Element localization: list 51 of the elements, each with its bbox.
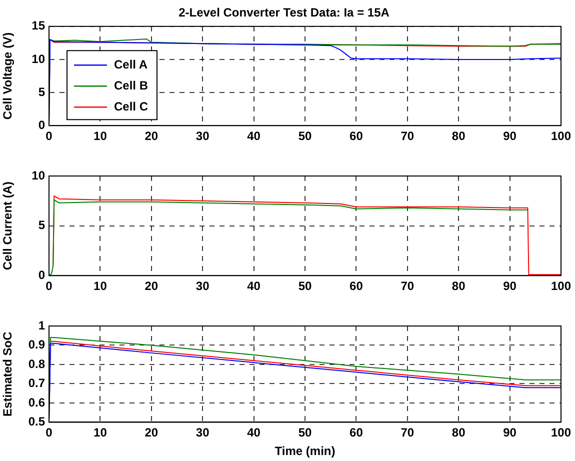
x-tick-label: 50 [298,129,312,144]
y-tick-label: 15 [32,18,46,33]
x-tick-label: 30 [196,426,210,440]
x-tick-label: 30 [196,129,210,144]
legend-label: Cell A [114,57,148,72]
y-tick-label: 10 [32,168,46,182]
x-tick-label: 100 [550,426,572,440]
x-tick-label: 50 [298,426,312,440]
x-tick-label: 70 [400,426,414,440]
x-tick-label: 40 [247,426,261,440]
legend-label: Cell B [114,78,148,92]
y-tick-label: 0 [38,268,46,282]
x-tick-label: 90 [503,129,517,144]
y-axis-title: Estimated SoC [0,331,15,416]
x-tick-label: 80 [452,279,466,294]
x-tick-label: 100 [550,279,572,294]
x-tick-label: 10 [94,279,108,294]
x-tick-label: 20 [144,279,158,294]
y-axis-title: Cell Voltage (V) [0,32,15,120]
y-tick-label: 0 [38,118,46,132]
x-tick-label: 40 [247,279,261,294]
x-tick-label: 60 [350,426,364,440]
y-tick-label: 5 [38,84,46,99]
y-axis-title: Cell Current (A) [0,181,15,270]
y-tick-label: 1 [38,318,46,332]
x-tick-label: 60 [350,129,364,144]
y-tick-label: 0.9 [28,338,46,352]
x-tick-label: 10 [94,129,108,144]
x-tick-label: 90 [503,426,517,440]
x-tick-label: 90 [503,279,517,294]
x-tick-label: 100 [550,129,572,144]
y-tick-label: 0.6 [28,395,46,410]
legend-label: Cell C [114,99,148,114]
x-tick-label: 60 [350,279,364,294]
y-tick-label: 10 [32,52,46,66]
x-tick-label: 20 [144,129,158,144]
x-tick-label: 30 [196,279,210,294]
y-tick-label: 0.5 [28,414,46,429]
x-tick-label: 80 [452,129,466,144]
x-tick-label: 70 [400,279,414,294]
x-tick-label: 10 [94,426,108,440]
x-tick-label: 80 [452,426,466,440]
y-tick-label: 5 [38,218,46,232]
y-tick-label: 0.7 [28,376,46,390]
x-tick-label: 50 [298,279,312,294]
chart-title: 2-Level Converter Test Data: Ia = 15A [178,6,390,20]
x-axis-title: Time (min) [274,444,336,458]
x-tick-label: 40 [247,129,261,144]
y-tick-label: 0.8 [28,356,46,371]
x-tick-label: 20 [144,426,158,440]
x-tick-label: 70 [400,129,414,144]
